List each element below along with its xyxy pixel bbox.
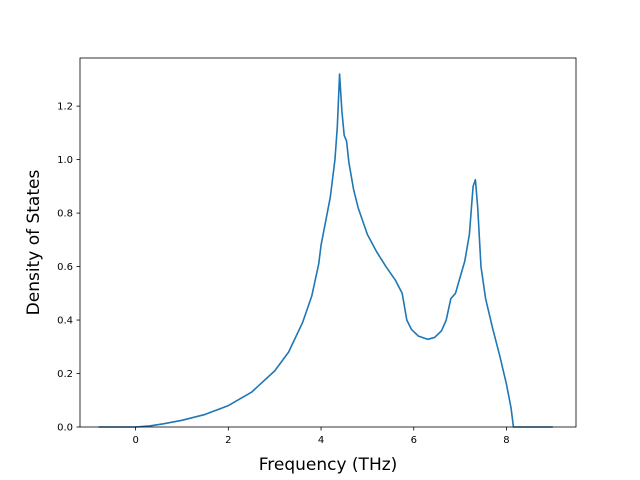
x-tick-label: 2	[225, 435, 231, 446]
y-tick-label: 0.0	[57, 423, 73, 434]
dos-series-line-0	[98, 73, 553, 428]
y-tick-label: 1.2	[57, 102, 73, 113]
x-tick-label: 8	[503, 435, 509, 446]
x-tick-label: 4	[318, 435, 324, 446]
y-tick-label: 0.4	[57, 316, 73, 327]
y-tick-label: 1.0	[57, 155, 73, 166]
axes-frame	[79, 57, 577, 428]
y-tick-label: 0.2	[57, 369, 73, 380]
axis-ticks: 0 2 4 6 8 0.0 0.2 0.4 0.6 0.8 1.0 1.2	[57, 102, 510, 446]
x-tick-label: 0	[132, 435, 138, 446]
x-tick-label: 6	[411, 435, 417, 446]
plot-area	[98, 73, 553, 428]
x-axis-label: Frequency (THz)	[259, 455, 398, 475]
y-tick-label: 0.6	[57, 262, 73, 273]
y-tick-label: 0.8	[57, 209, 73, 220]
y-axis-label: Density of States	[24, 170, 44, 316]
